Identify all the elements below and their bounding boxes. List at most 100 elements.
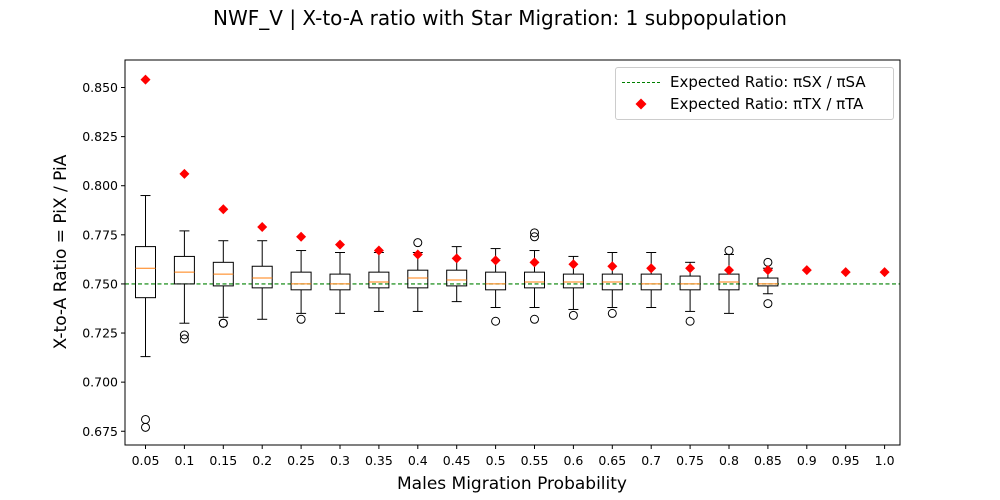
y-tick-label: 0.825 — [82, 129, 118, 144]
box-0.45 — [446, 246, 468, 303]
x-tick-label: 0.25 — [287, 453, 315, 468]
outlier-point — [179, 330, 189, 340]
x-tick-label: 0.65 — [598, 453, 626, 468]
expected-marker-1.0 — [879, 267, 890, 278]
x-tick-label: 0.05 — [132, 453, 160, 468]
x-tick-label: 0.35 — [365, 453, 393, 468]
x-tick-label: 0.5 — [486, 453, 506, 468]
y-tick-label: 0.675 — [82, 424, 118, 439]
box-0.15 — [212, 240, 234, 328]
expected-marker-0.9 — [801, 265, 812, 276]
x-tick-label: 0.6 — [563, 453, 583, 468]
box-iqr — [329, 273, 351, 291]
x-tick-label: 0.95 — [832, 453, 860, 468]
x-tick-label: 0.4 — [408, 453, 428, 468]
y-axis-label: X-to-A Ratio = PiX / PiA — [51, 154, 71, 349]
y-axis: 0.675 0.700 0.725 0.750 0.775 0.800 0.825 0.850 — [82, 80, 125, 439]
expected-markers-layer — [140, 74, 890, 278]
plot-area — [125, 60, 900, 445]
chart-title: NWF_V | X-to-A ratio with Star Migration… — [213, 6, 787, 30]
x-tick-label: 0.15 — [209, 453, 237, 468]
y-tick-label: 0.700 — [82, 375, 118, 390]
box-0.5 — [485, 248, 507, 326]
expected-marker-0.5 — [490, 255, 501, 266]
box-0.85 — [757, 257, 779, 309]
box-iqr — [173, 255, 195, 285]
boxes-layer — [135, 195, 779, 432]
legend-entry-expected-marker: Expected Ratio: πTX / πTA — [616, 93, 863, 115]
box-0.2 — [251, 240, 273, 320]
expected-marker-0.7 — [646, 263, 657, 274]
box-iqr — [407, 269, 429, 289]
y-tick-label: 0.800 — [82, 178, 118, 193]
box-iqr — [524, 271, 545, 289]
x-tick-label: 0.2 — [252, 453, 272, 468]
x-tick-label: 0.45 — [443, 453, 471, 468]
box-0.05 — [135, 195, 156, 432]
box-0.35 — [368, 252, 390, 312]
outlier-point — [218, 318, 228, 328]
expected-marker-0.3 — [335, 239, 345, 250]
box-iqr — [562, 273, 584, 289]
expected-marker-0.45 — [451, 253, 462, 264]
box-0.75 — [679, 261, 701, 326]
legend-entry-expected-line: Expected Ratio: πSX / πSA — [616, 71, 866, 93]
expected-marker-0.75 — [685, 263, 696, 274]
box-iqr — [679, 275, 701, 291]
outlier-point — [530, 314, 539, 324]
expected-marker-0.85 — [762, 265, 773, 276]
x-tick-label: 0.75 — [676, 453, 704, 468]
legend-diamond-icon — [622, 98, 660, 110]
y-tick-label: 0.850 — [82, 80, 118, 95]
box-iqr — [368, 271, 390, 289]
x-tick-label: 0.7 — [641, 453, 661, 468]
expected-marker-0.6 — [568, 259, 579, 270]
box-iqr — [640, 273, 662, 291]
outlier-point — [530, 228, 539, 238]
x-tick-label: 1.0 — [875, 453, 895, 468]
legend-label: Expected Ratio: πTX / πTA — [670, 95, 864, 113]
outlier-point — [607, 308, 617, 318]
box-iqr — [290, 271, 312, 291]
box-0.1 — [173, 230, 195, 344]
outlier-point — [179, 334, 189, 344]
box-iqr — [485, 271, 507, 291]
legend-label: Expected Ratio: πSX / πSA — [670, 73, 866, 91]
y-tick-label: 0.775 — [82, 227, 118, 242]
expected-marker-0.2 — [257, 221, 268, 232]
expected-marker-0.05 — [140, 74, 151, 85]
expected-marker-0.35 — [373, 245, 384, 256]
x-tick-label: 0.8 — [719, 453, 739, 468]
box-iqr — [446, 269, 468, 287]
expected-marker-0.4 — [412, 249, 423, 260]
plot-frame — [124, 59, 901, 446]
outlier-point — [413, 238, 423, 248]
x-tick-label: 0.3 — [330, 453, 350, 468]
outlier-point — [724, 246, 734, 256]
x-tick-label: 0.9 — [797, 453, 817, 468]
x-axis-label: Males Migration Probability — [397, 474, 627, 494]
expected-marker-0.1 — [179, 168, 190, 179]
outlier-point — [491, 316, 501, 326]
box-0.55 — [524, 228, 545, 324]
legend-dashed-line-icon — [622, 81, 660, 83]
x-tick-label: 0.85 — [754, 453, 782, 468]
box-iqr — [251, 265, 273, 289]
box-iqr — [135, 246, 156, 299]
box-0.3 — [329, 252, 351, 314]
outlier-point — [530, 232, 539, 242]
outlier-point — [568, 310, 578, 320]
expected-marker-0.8 — [724, 265, 734, 276]
expected-marker-0.95 — [840, 267, 851, 278]
expected-marker-0.25 — [296, 231, 307, 242]
x-tick-label: 0.55 — [521, 453, 549, 468]
legend: Expected Ratio: πSX / πSA Expected Ratio… — [615, 67, 894, 120]
x-tick-label: 0.1 — [174, 453, 194, 468]
expected-marker-0.65 — [607, 261, 618, 272]
x-axis: 0.05 0.1 0.15 0.2 0.25 0.3 0.35 0.4 0.45 0.5 0.55 0… — [132, 445, 895, 468]
expected-marker-0.15 — [218, 204, 229, 215]
y-tick-label: 0.750 — [82, 276, 118, 291]
y-tick-label: 0.725 — [82, 326, 118, 341]
expected-marker-0.55 — [529, 257, 540, 268]
